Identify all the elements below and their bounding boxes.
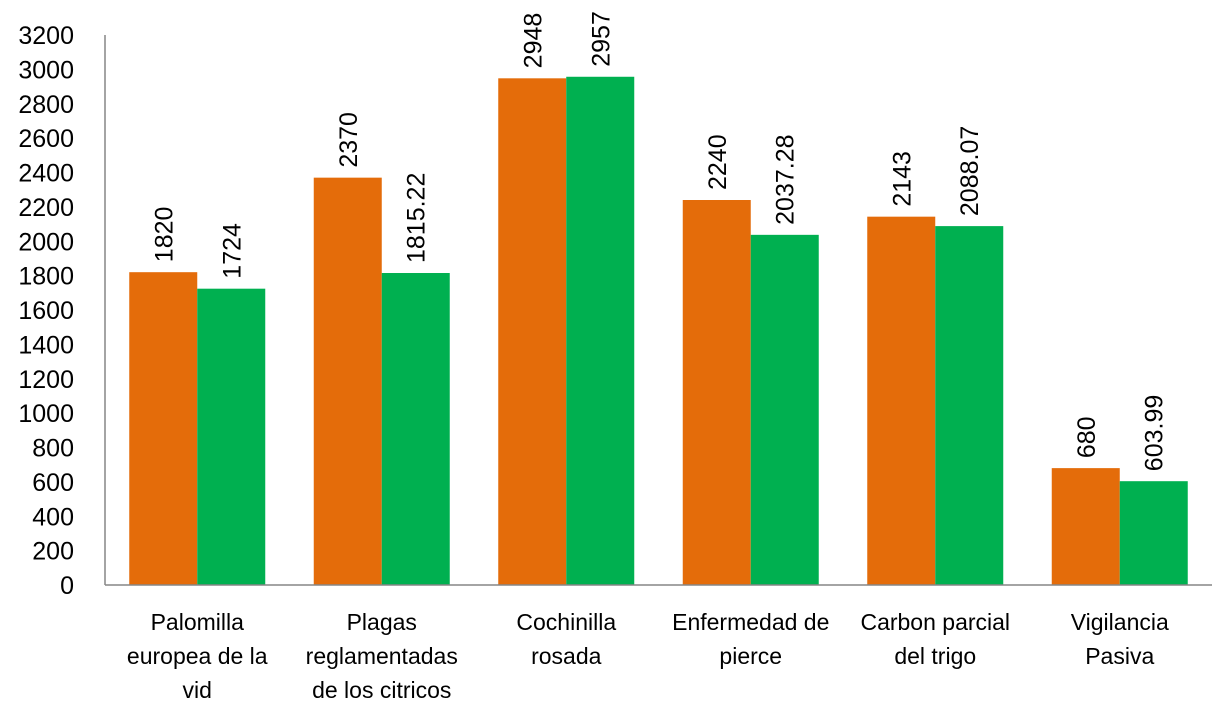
- y-tick-label: 3000: [18, 56, 74, 84]
- y-tick-label: 2400: [18, 160, 74, 188]
- data-label: 2143: [888, 151, 916, 207]
- bar-series-2: [566, 76, 635, 585]
- bar-series-2: [750, 234, 819, 585]
- bar-series-1: [498, 78, 567, 585]
- bar-series-2: [381, 273, 450, 585]
- y-tick-label: 600: [32, 469, 74, 497]
- bar-series-2: [935, 226, 1004, 585]
- data-label: 2957: [587, 11, 615, 67]
- bar-series-1: [867, 216, 936, 585]
- data-label: 2037.28: [772, 134, 800, 224]
- x-category-label: Palomilla europea de la vid: [127, 609, 268, 703]
- data-label: 1820: [150, 207, 178, 263]
- category-labels-layer: Palomilla europea de la vid Plagas reglament…: [127, 609, 1169, 703]
- y-tick-label: 1800: [18, 263, 74, 291]
- bar-series-2: [1119, 481, 1188, 585]
- data-label: 1815.22: [403, 173, 431, 263]
- data-label: 2948: [519, 13, 547, 69]
- x-category-label: Carbon parcial del trigo: [860, 609, 1010, 669]
- y-tick-label: 2800: [18, 91, 74, 119]
- data-label: 1724: [218, 223, 246, 279]
- bar-series-2: [197, 288, 266, 585]
- data-label: 2240: [704, 134, 732, 190]
- y-tick-label: 2200: [18, 194, 74, 222]
- data-label: 680: [1073, 416, 1101, 458]
- x-category-label: Plagas reglamentadas de los citricos: [306, 609, 458, 703]
- y-tick-label: 0: [60, 572, 74, 600]
- y-tick-label: 2600: [18, 125, 74, 153]
- x-category-label: Enfermedad de pierce: [672, 609, 829, 669]
- x-category-label: Cochinilla rosada: [516, 609, 616, 669]
- y-tick-label: 1400: [18, 331, 74, 359]
- bar-series-1: [682, 200, 751, 585]
- y-tick-label: 1600: [18, 297, 74, 325]
- data-label: 603.99: [1141, 395, 1169, 471]
- y-tick-label: 2000: [18, 228, 74, 256]
- x-category-label: Vigilancia Pasiva: [1071, 609, 1169, 669]
- y-tick-label: 400: [32, 503, 74, 531]
- bar-series-1: [313, 177, 382, 585]
- y-tick-label: 200: [32, 538, 74, 566]
- bar-series-1: [129, 272, 198, 585]
- y-tick-label: 3200: [18, 22, 74, 50]
- y-tick-label: 800: [32, 435, 74, 463]
- y-axis-ticks: 0 200 400 600 800 1000 1200 1400 1600 1800 2000 220…: [18, 22, 74, 600]
- data-label: 2088.07: [956, 126, 984, 216]
- data-labels-layer: 1820 1724 2370 1815.22 2948 2957 2240 2037.28 21…: [150, 11, 1169, 471]
- y-tick-label: 1200: [18, 366, 74, 394]
- bars-layer: [129, 76, 1188, 585]
- data-label: 2370: [335, 112, 363, 168]
- bar-series-1: [1051, 468, 1120, 585]
- y-tick-label: 1000: [18, 400, 74, 428]
